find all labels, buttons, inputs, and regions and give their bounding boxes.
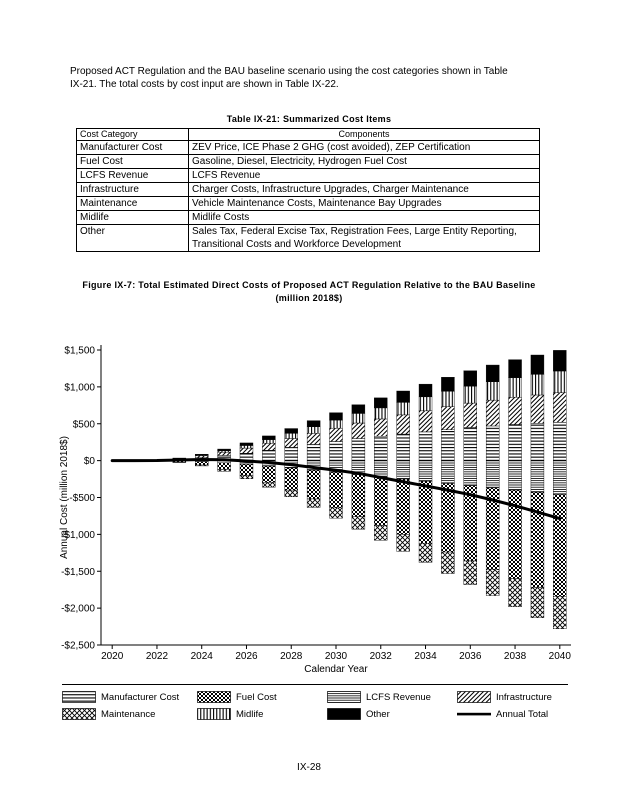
cell-category: Manufacturer Cost [76, 140, 189, 155]
legend-swatch-maintenance [62, 708, 96, 720]
legend-item-annual-total: Annual Total [457, 708, 568, 720]
table-row: Infrastructure Charger Costs, Infrastruc… [76, 182, 540, 197]
legend-label: Annual Total [496, 708, 549, 720]
svg-text:2030: 2030 [325, 651, 348, 662]
svg-text:2040: 2040 [549, 651, 572, 662]
legend-swatch-fuel-cost [197, 691, 231, 703]
svg-text:2034: 2034 [414, 651, 437, 662]
table-row: Other Sales Tax, Federal Excise Tax, Reg… [76, 224, 540, 252]
table-row: Manufacturer Cost ZEV Price, ICE Phase 2… [76, 140, 540, 155]
svg-text:2036: 2036 [459, 651, 482, 662]
cell-components: ZEV Price, ICE Phase 2 GHG (cost avoided… [188, 140, 540, 155]
legend-label: Infrastructure [496, 691, 552, 703]
svg-text:-$2,500: -$2,500 [61, 641, 95, 652]
cell-category: Other [76, 224, 189, 252]
svg-text:Annual Cost (million 2018$): Annual Cost (million 2018$) [59, 436, 70, 559]
col-header-components: Components [188, 128, 540, 141]
cell-components: Sales Tax, Federal Excise Tax, Registrat… [188, 224, 540, 252]
legend-label: Maintenance [101, 708, 156, 720]
body-paragraph: Proposed ACT Regulation and the BAU base… [70, 66, 508, 90]
chart-legend: Manufacturer Cost Fuel Cost LCFS Revenue… [62, 684, 568, 720]
svg-text:$500: $500 [73, 419, 96, 430]
legend-label: Midlife [236, 708, 264, 720]
cost-items-table: Cost Category Components Manufacturer Co… [76, 128, 540, 252]
cell-components: Charger Costs, Infrastructure Upgrades, … [188, 182, 540, 197]
svg-text:2032: 2032 [370, 651, 393, 662]
legend-item-manufacturer-cost: Manufacturer Cost [62, 691, 197, 703]
legend-item-other: Other [327, 708, 457, 720]
svg-text:2028: 2028 [280, 651, 303, 662]
cell-components: Gasoline, Diesel, Electricity, Hydrogen … [188, 154, 540, 169]
legend-label: LCFS Revenue [366, 691, 431, 703]
legend-label: Other [366, 708, 390, 720]
stacked-bar-chart: $1,500 $1,000 $500 $0 -$500 -$1,000 -$1,500 -$2… [59, 345, 572, 675]
legend-label: Fuel Cost [236, 691, 277, 703]
page-number: IX-28 [297, 762, 321, 773]
legend-item-infrastructure: Infrastructure [457, 691, 568, 703]
cell-category: LCFS Revenue [76, 168, 189, 183]
table-header-row: Cost Category Components [76, 128, 540, 141]
svg-text:2038: 2038 [504, 651, 527, 662]
legend-item-fuel-cost: Fuel Cost [197, 691, 327, 703]
svg-text:-$500: -$500 [69, 493, 95, 504]
svg-text:$1,000: $1,000 [64, 382, 95, 393]
svg-text:2024: 2024 [191, 651, 214, 662]
svg-text:Calendar Year: Calendar Year [304, 664, 368, 675]
table-caption: Table IX-21: Summarized Cost Items [226, 114, 392, 124]
svg-text:-$1,000: -$1,000 [61, 530, 95, 541]
legend-swatch-manufacturer-cost [62, 691, 96, 703]
legend-item-maintenance: Maintenance [62, 708, 197, 720]
table-row: Fuel Cost Gasoline, Diesel, Electricity,… [76, 154, 540, 169]
svg-text:-$2,000: -$2,000 [61, 604, 95, 615]
col-header-cost-category: Cost Category [76, 128, 189, 141]
table-row: LCFS Revenue LCFS Revenue [76, 168, 540, 183]
table-row: Midlife Midlife Costs [76, 210, 540, 225]
legend-swatch-lcfs-revenue [327, 691, 361, 703]
legend-swatch-other [327, 708, 361, 720]
cell-category: Maintenance [76, 196, 189, 211]
legend-label: Manufacturer Cost [101, 691, 180, 703]
legend-swatch-infrastructure [457, 691, 491, 703]
svg-text:-$1,500: -$1,500 [61, 567, 95, 578]
svg-text:2020: 2020 [101, 651, 124, 662]
legend-swatch-annual-total [457, 712, 491, 716]
svg-text:2022: 2022 [146, 651, 169, 662]
cell-components: Vehicle Maintenance Costs, Maintenance B… [188, 196, 540, 211]
cell-components: Midlife Costs [188, 210, 540, 225]
svg-text:$1,500: $1,500 [64, 346, 95, 357]
cell-components: LCFS Revenue [188, 168, 540, 183]
cell-category: Fuel Cost [76, 154, 189, 169]
cell-category: Infrastructure [76, 182, 189, 197]
figure-caption: Figure IX-7: Total Estimated Direct Cost… [82, 280, 536, 303]
svg-text:2026: 2026 [235, 651, 258, 662]
table-row: Maintenance Vehicle Maintenance Costs, M… [76, 196, 540, 211]
legend-item-lcfs-revenue: LCFS Revenue [327, 691, 457, 703]
cell-category: Midlife [76, 210, 189, 225]
svg-text:$0: $0 [84, 456, 96, 467]
legend-item-midlife: Midlife [197, 708, 327, 720]
legend-swatch-midlife [197, 708, 231, 720]
